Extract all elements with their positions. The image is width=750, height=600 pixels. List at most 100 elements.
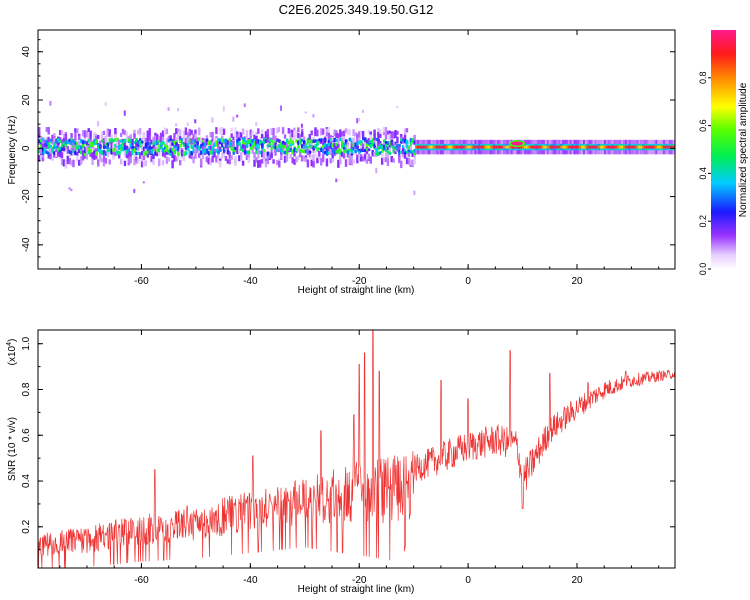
heatmap-cell-1619 bbox=[541, 145, 544, 149]
heatmap-cell-195 bbox=[89, 130, 92, 138]
heatmap-cell-10 bbox=[39, 154, 43, 161]
heatmap-cell-1616 bbox=[539, 145, 542, 149]
heatmap-cell-1571 bbox=[510, 145, 513, 149]
heatmap-cell-1814 bbox=[664, 145, 668, 149]
heatmap-cell-56 bbox=[51, 148, 55, 153]
heatmap-cell-894 bbox=[276, 127, 279, 134]
heatmap-cell-638 bbox=[207, 152, 210, 161]
heatmap-cell-465 bbox=[161, 136, 165, 141]
heatmap-cell-1727 bbox=[609, 145, 613, 149]
heatmap-cell-748 bbox=[236, 114, 239, 118]
heatmap-cell-1478 bbox=[451, 145, 454, 149]
heatmap-cell-153 bbox=[78, 135, 81, 140]
heatmap-cell-1149 bbox=[342, 154, 346, 159]
heatmap-cell-574 bbox=[190, 129, 193, 135]
heatmap-cell-1502 bbox=[466, 145, 470, 149]
heatmap-cell-144 bbox=[76, 150, 79, 156]
heatmap-cell-1469 bbox=[445, 145, 449, 149]
heatmap-cell-45 bbox=[49, 148, 52, 154]
heatmap-cell-1384 bbox=[405, 157, 409, 165]
heatmap-cell-693 bbox=[222, 128, 226, 135]
heatmap-cell-1490 bbox=[459, 145, 462, 149]
heatmap-cell-1574 bbox=[512, 145, 515, 149]
heatmap-cell-1730 bbox=[611, 145, 614, 149]
heatmap-cell-1643 bbox=[556, 145, 559, 149]
heatmap-cell-1496 bbox=[462, 145, 466, 149]
heatmap-cell-1185 bbox=[352, 159, 355, 164]
heatmap-cell-1262 bbox=[373, 151, 376, 158]
spectrogram-panel: -60 -40 -20 0 20 -40 -20 0 20 40 Height of strai… bbox=[7, 29, 676, 296]
heatmap-cell-623 bbox=[203, 138, 207, 146]
heatmap-cell-561 bbox=[186, 122, 189, 126]
heatmap-cell-517 bbox=[175, 123, 178, 127]
heatmap-cell-803 bbox=[251, 130, 254, 136]
heatmap-cell-1472 bbox=[447, 145, 451, 149]
heatmap-cell-457 bbox=[159, 138, 163, 145]
heatmap-cell-200 bbox=[91, 158, 94, 165]
spectrogram-x-tick-label-2: -20 bbox=[352, 276, 367, 287]
colorbar-tick-label-3: 0.6 bbox=[698, 119, 708, 132]
heatmap-cell-488 bbox=[167, 107, 170, 111]
heatmap-cell-137 bbox=[74, 144, 77, 151]
heatmap-cell-1736 bbox=[615, 145, 618, 149]
heatmap-cell-754 bbox=[238, 155, 241, 162]
heatmap-cell-1247 bbox=[367, 148, 371, 152]
heatmap-cell-216 bbox=[95, 153, 98, 160]
heatmap-cell-1379 bbox=[403, 134, 407, 140]
heatmap-cell-1377 bbox=[403, 151, 407, 159]
heatmap-cell-92 bbox=[62, 159, 66, 167]
heatmap-cell-510 bbox=[173, 149, 177, 155]
heatmap-cell-1562 bbox=[504, 145, 508, 149]
heatmap-cell-645 bbox=[209, 145, 212, 151]
heatmap-cell-1329 bbox=[390, 156, 393, 163]
heatmap-cell-989 bbox=[300, 128, 304, 133]
heatmap-cell-1652 bbox=[562, 145, 565, 149]
heatmap-cell-35 bbox=[47, 152, 50, 159]
heatmap-cell-524 bbox=[177, 128, 180, 133]
heatmap-cell-326 bbox=[123, 138, 127, 143]
heatmap-cell-1565 bbox=[506, 145, 510, 149]
heatmap-cell-610 bbox=[199, 158, 203, 166]
heatmap-cell-1229 bbox=[363, 153, 367, 160]
heatmap-cell-1631 bbox=[548, 145, 552, 149]
heatmap-cell-920 bbox=[281, 127, 285, 134]
heatmap-cell-718 bbox=[228, 159, 231, 164]
heatmap-cell-38 bbox=[47, 127, 50, 135]
heatmap-cell-603 bbox=[198, 127, 201, 136]
spectrogram-y-tick-label-0: -40 bbox=[21, 237, 32, 252]
heatmap-cell-1212 bbox=[360, 130, 363, 136]
heatmap-cell-1793 bbox=[651, 145, 654, 149]
heatmap-cell-1324 bbox=[388, 151, 392, 156]
heatmap-cell-1177 bbox=[350, 159, 353, 166]
heatmap-cell-472 bbox=[163, 127, 167, 135]
heatmap-cell-164 bbox=[81, 130, 85, 137]
snr-x-axis-label: Height of straight line (km) bbox=[298, 584, 415, 595]
heatmap-cell-618 bbox=[201, 144, 205, 151]
spectrogram-y-axis-label: Frequency (Hz) bbox=[7, 116, 18, 185]
snr-y-tick-label-2: 0.6 bbox=[21, 428, 32, 442]
heatmap-cell-1670 bbox=[573, 145, 576, 149]
heatmap-cell-545 bbox=[182, 136, 186, 143]
heatmap-cell-559 bbox=[186, 132, 190, 139]
heatmap-cell-849 bbox=[262, 148, 266, 153]
heatmap-cell-1577 bbox=[514, 145, 517, 149]
heatmap-cell-819 bbox=[255, 135, 258, 144]
heatmap-cell-1508 bbox=[470, 145, 473, 149]
heatmap-cell-1389 bbox=[405, 139, 409, 145]
heatmap-cell-990 bbox=[300, 155, 304, 162]
heatmap-cell-1541 bbox=[491, 145, 494, 149]
heatmap-cell-316 bbox=[121, 128, 125, 134]
heatmap-cell-1358 bbox=[398, 156, 401, 164]
heatmap-cell-231 bbox=[98, 151, 102, 158]
heatmap-cell-372 bbox=[137, 129, 140, 135]
heatmap-cell-682 bbox=[219, 127, 222, 135]
heatmap-cell-596 bbox=[196, 137, 199, 143]
heatmap-cell-1655 bbox=[563, 145, 567, 149]
heatmap-cell-630 bbox=[205, 139, 209, 146]
heatmap-cell-385 bbox=[140, 144, 144, 151]
heatmap-cell-1012 bbox=[306, 159, 310, 168]
heatmap-cell-729 bbox=[232, 136, 235, 143]
heatmap-cell-1454 bbox=[436, 145, 439, 149]
snr-y-tick-label-0: 0.2 bbox=[21, 519, 32, 533]
heatmap-cell-516 bbox=[175, 156, 178, 162]
